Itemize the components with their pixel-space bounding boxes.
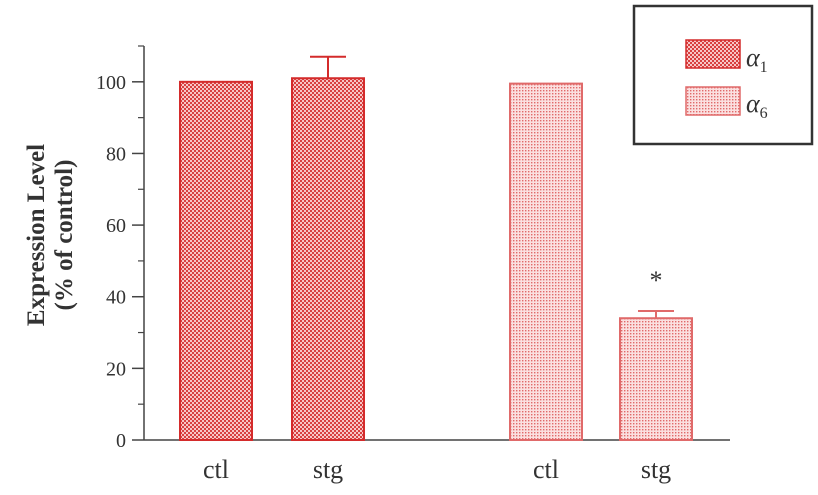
- bar-alpha1-ctl: [179, 80, 253, 442]
- y-tick-label: 80: [106, 143, 126, 165]
- legend-label-alpha1: α1: [746, 43, 768, 76]
- y-tick-label: 100: [96, 72, 126, 94]
- bar-alpha6-stg: [619, 317, 693, 441]
- x-tick-labels: ctl stg ctl stg: [203, 455, 671, 484]
- legend-swatch-alpha1: [685, 39, 741, 69]
- x-tick-label: ctl: [203, 455, 229, 484]
- y-tick-label: 0: [116, 430, 126, 452]
- bar-alpha1-stg: [291, 77, 365, 442]
- y-tick-label: 60: [106, 215, 126, 237]
- y-tick-label: 40: [106, 287, 126, 309]
- x-tick-label: stg: [313, 455, 343, 484]
- y-ticks: 0 20 40 60 80 100: [96, 45, 144, 452]
- legend: α1 α6: [632, 4, 814, 146]
- bar-alpha6-ctl: [509, 82, 583, 441]
- legend-swatch-alpha6: [685, 86, 741, 116]
- x-tick-label: stg: [641, 455, 671, 484]
- y-tick-label: 20: [106, 358, 126, 380]
- x-tick-label: ctl: [533, 455, 559, 484]
- significance-marker: *: [650, 266, 663, 295]
- legend-box: [632, 4, 814, 146]
- legend-label-alpha6: α6: [746, 89, 768, 122]
- bars: *: [179, 55, 693, 442]
- y-axis-label-line-2: (% of control): [51, 160, 78, 311]
- y-axis-label-line-1: Expression Level: [23, 144, 50, 326]
